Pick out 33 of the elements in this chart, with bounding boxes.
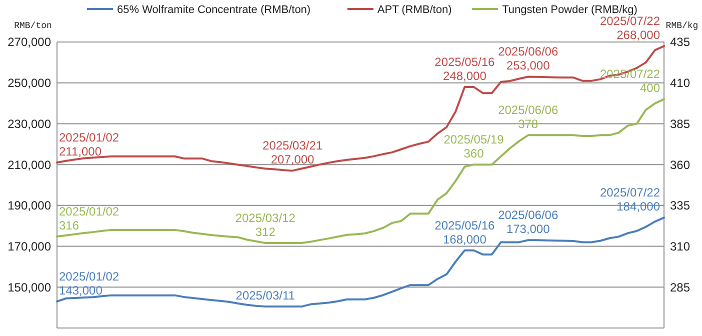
data-label: 2025/03/21 207,000 <box>262 138 323 167</box>
data-label: 2025/05/19 360 <box>444 132 504 161</box>
data-label: 2025/01/02 143,000 <box>59 269 120 298</box>
y2-tick-label: 385 <box>670 116 690 131</box>
data-label: 2025/01/02 316 <box>59 204 120 232</box>
legend-label: APT (RMB/ton) <box>377 4 452 16</box>
y-tick-label: 170,000 <box>8 239 52 254</box>
y-tick-label: 190,000 <box>8 198 52 213</box>
data-label: 2025/05/16 248,000 <box>434 54 496 83</box>
y-tick-label: 210,000 <box>8 158 52 172</box>
legend-label: 65% Wolframite Concentrate (RMB/ton) <box>117 4 311 16</box>
y2-tick-label: 435 <box>670 35 690 50</box>
y-tick-label: 270,000 <box>8 35 52 50</box>
y2-tick-label: 285 <box>670 280 690 294</box>
y2-tick-label: 335 <box>670 198 690 213</box>
data-label: 2025/06/06 173,000 <box>498 208 558 236</box>
data-label: 2025/06/06 253,000 <box>498 44 558 73</box>
data-label: 2025/03/12 312 <box>235 211 296 240</box>
y-tick-label: 250,000 <box>8 76 52 90</box>
y2-axis-title: RMB/kg <box>666 21 698 31</box>
line-series <box>56 45 665 172</box>
data-label: 2025/01/02 211,000 <box>59 130 120 159</box>
line-series <box>56 98 665 244</box>
y-axis-title: RMB/ton <box>14 21 52 31</box>
data-label: 2025/05/16 168,000 <box>434 218 496 246</box>
y-tick-label: 230,000 <box>8 116 52 131</box>
y2-tick-label: 410 <box>670 76 690 90</box>
data-label: 2025/03/11 <box>236 288 296 303</box>
data-label: 2025/07/22 268,000 <box>600 14 660 42</box>
y-tick-label: 150,000 <box>8 280 52 294</box>
y2-tick-label: 310 <box>670 239 690 254</box>
y2-tick-label: 360 <box>670 158 690 172</box>
legend-label: Tungsten Powder (RMB/kg) <box>502 4 638 16</box>
